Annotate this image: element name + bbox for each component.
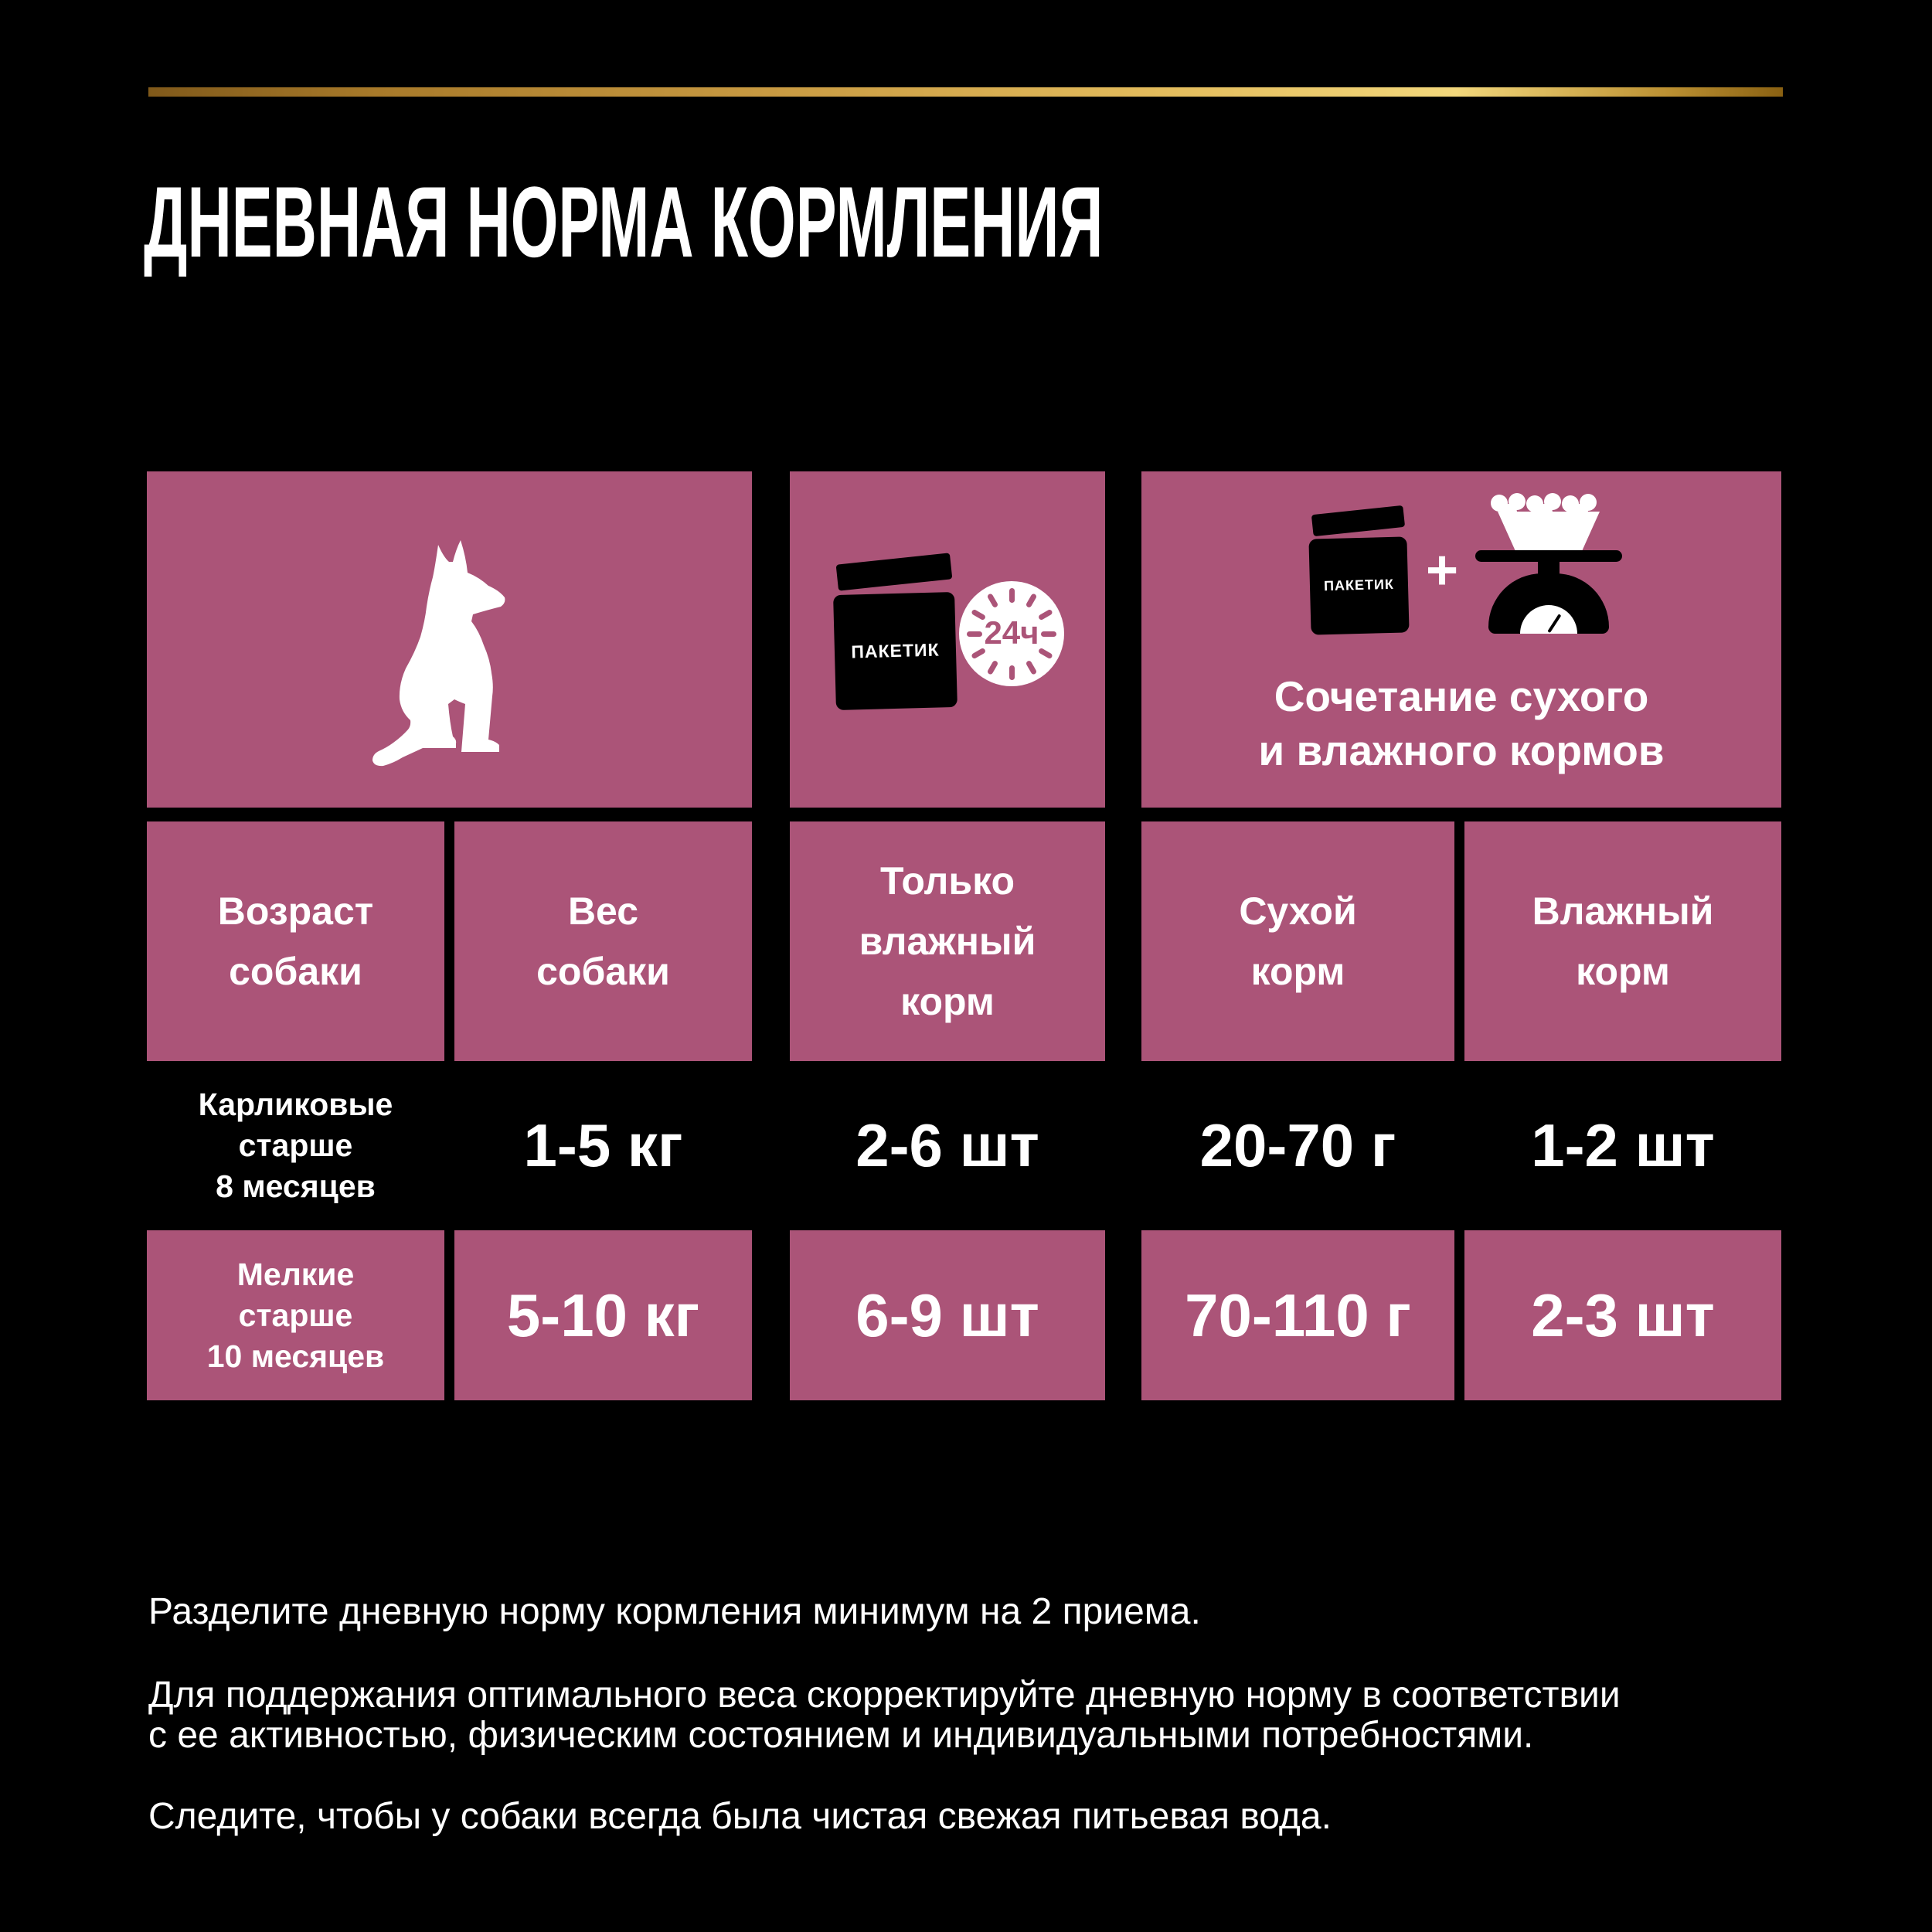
combo-caption: Сочетание сухого и влажного кормов — [1258, 672, 1665, 774]
row-age-label: Карликовые старше 8 месяцев — [198, 1087, 393, 1204]
dog-icon — [372, 540, 505, 767]
pouch-label: ПАКЕТИК — [851, 639, 940, 662]
pouch-label: ПАКЕТИК — [1323, 577, 1395, 594]
row-cell-wet-only: 6-9 шт — [790, 1230, 1105, 1400]
row-cell-wet-only: 2-6 шт — [855, 1111, 1039, 1179]
food-bowl — [1498, 512, 1600, 550]
row-cell-wet: 2-3 шт — [1464, 1230, 1781, 1400]
pouch-flap — [1311, 505, 1406, 537]
column-header-dry-food: Сухой корм — [1141, 821, 1454, 1061]
pouch-flap — [835, 553, 953, 592]
column-header-wet-only: Только влажный корм — [790, 821, 1105, 1061]
gold-divider-line — [148, 87, 1783, 97]
kitchen-scale-icon — [1475, 493, 1622, 634]
footer-note: Разделите дневную норму кормления миниму… — [148, 1591, 1201, 1632]
column-header-wet-food: Влажный корм — [1464, 821, 1781, 1061]
scale-platform — [1475, 550, 1622, 562]
dog-header-cell — [147, 471, 752, 808]
clock-tick — [1009, 587, 1015, 603]
clock-tick — [986, 592, 998, 608]
pouch-body: ПАКЕТИК — [833, 591, 957, 711]
column-header-dog-weight: Вес собаки — [454, 821, 752, 1061]
footer-note: Для поддержания оптимального веса скорре… — [148, 1675, 1621, 1756]
plus-sign: + — [1426, 539, 1459, 601]
row-cell-dry: 20-70 г — [1199, 1111, 1396, 1179]
row-cell-weight: 5-10 кг — [454, 1230, 752, 1400]
row-age-label: Мелкие старше 10 месяцев — [147, 1230, 444, 1400]
footer-note: Следите, чтобы у собаки всегда была чист… — [148, 1796, 1332, 1837]
clock-right-dash — [1041, 631, 1056, 637]
clock-tick — [986, 659, 998, 675]
scale-stem — [1538, 562, 1560, 574]
clock-tick — [1025, 592, 1037, 608]
column-header-dog-age: Возраст собаки — [147, 821, 444, 1061]
clock-tick — [1025, 659, 1037, 675]
clock-tick — [1009, 665, 1015, 680]
scale-needle — [1547, 614, 1562, 634]
page-title: ДНЕВНАЯ НОРМА КОРМЛЕНИЯ — [144, 165, 1104, 278]
clock-label: 24ч — [984, 614, 1039, 651]
wet-only-header-cell: ПАКЕТИК 24ч — [790, 471, 1105, 808]
combo-header-cell: ПАКЕТИК + Сочетание сухого и влажного ко… — [1141, 471, 1781, 808]
clock-left-dash — [967, 631, 982, 637]
row-cell-weight: 1-5 кг — [523, 1111, 683, 1179]
row-cell-wet: 1-2 шт — [1531, 1111, 1715, 1179]
pouch-icon: ПАКЕТИК — [833, 553, 957, 711]
row-cell-dry: 70-110 г — [1141, 1230, 1454, 1400]
clock-24h-icon: 24ч — [959, 581, 1064, 686]
pouch-icon-small: ПАКЕТИК — [1308, 505, 1410, 635]
pouch-body: ПАКЕТИК — [1308, 536, 1410, 635]
